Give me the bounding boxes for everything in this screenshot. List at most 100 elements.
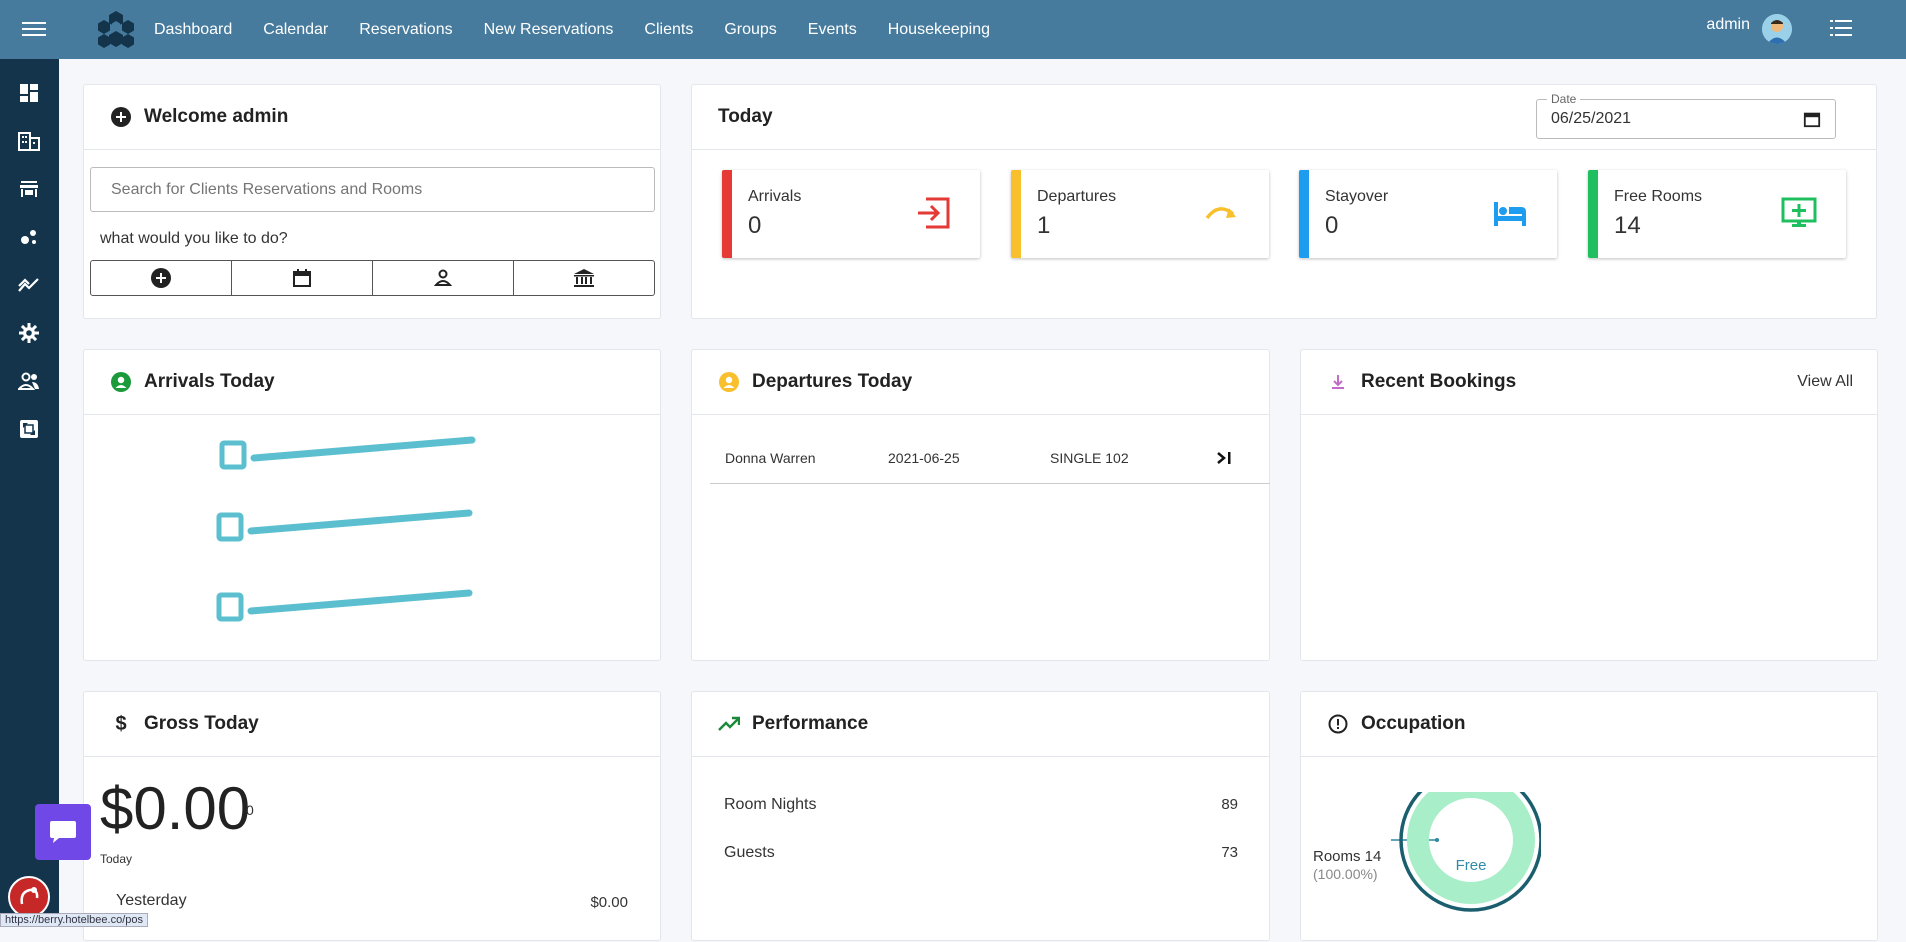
departure-guest-name: Donna Warren [725, 450, 816, 466]
today-card: Today Date 06/25/2021 Arrivals 0 Departu… [691, 84, 1877, 319]
stat-departures-value: 1 [1037, 212, 1051, 239]
chat-bubble-icon [50, 821, 76, 843]
nav-reservations[interactable]: Reservations [359, 20, 453, 38]
main-nav: Dashboard Calendar Reservations New Rese… [154, 0, 1021, 59]
perf-guests-label: Guests [724, 844, 775, 861]
stat-departures[interactable]: Departures 1 [1011, 170, 1269, 258]
menu-icon[interactable] [22, 18, 46, 38]
departures-today-card: Departures Today Donna Warren 2021-06-25… [691, 349, 1270, 661]
user-name[interactable]: admin [1706, 16, 1750, 33]
recent-bookings-header: Recent Bookings View All [1301, 350, 1877, 415]
search-input[interactable] [90, 167, 655, 212]
departure-date: 2021-06-25 [888, 450, 960, 466]
dashboard-icon[interactable] [16, 80, 42, 106]
stat-free-rooms-label: Free Rooms [1614, 188, 1703, 205]
today-header: Today Date 06/25/2021 [692, 85, 1876, 150]
stat-arrivals-bar [722, 170, 732, 258]
store-icon[interactable] [16, 176, 42, 202]
nav-calendar[interactable]: Calendar [263, 20, 329, 38]
stat-free-rooms[interactable]: Free Rooms 14 [1588, 170, 1846, 258]
today-title: Today [718, 106, 773, 127]
user-circle-icon [718, 371, 740, 393]
stat-arrivals[interactable]: Arrivals 0 [722, 170, 980, 258]
performance-card: Performance Room Nights 89 Guests 73 [691, 691, 1270, 941]
nav-clients[interactable]: Clients [644, 20, 694, 38]
avatar[interactable] [1762, 14, 1792, 44]
status-bar-url: https://berry.hotelbee.co/pos [0, 913, 148, 927]
departure-room: SINGLE 102 [1050, 450, 1129, 466]
list-menu-icon[interactable] [1830, 18, 1852, 38]
gross-amount: $0.00 [100, 775, 251, 842]
nav-groups[interactable]: Groups [724, 20, 777, 38]
expand-icon[interactable] [16, 416, 42, 442]
dollar-icon: $ [115, 712, 127, 735]
welcome-prompt: what would you like to do? [100, 230, 288, 247]
performance-title: Performance [752, 713, 869, 734]
gear-icon[interactable] [16, 320, 42, 346]
building-icon[interactable] [16, 128, 42, 154]
recent-bookings-card: Recent Bookings View All [1300, 349, 1878, 661]
person-icon [433, 269, 453, 286]
performance-header: Performance [692, 692, 1269, 757]
list-item: Guests 73 [724, 844, 1238, 862]
date-value: 06/25/2021 [1551, 110, 1632, 127]
alert-circle-icon [1327, 713, 1349, 735]
clients-button[interactable] [373, 261, 514, 295]
add-circle-icon [110, 106, 132, 128]
notification-badge-icon[interactable] [8, 876, 50, 918]
chat-button[interactable] [35, 804, 91, 860]
occupation-legend-pct: (100.00%) [1313, 866, 1378, 882]
arrivals-today-title: Arrivals Today [144, 371, 275, 392]
arrivals-today-card: Arrivals Today [83, 349, 661, 661]
occupation-donut-chart [1391, 792, 1541, 912]
welcome-card: Welcome admin what would you like to do? [83, 84, 661, 319]
bank-button[interactable] [514, 261, 654, 295]
departures-today-header: Departures Today [692, 350, 1269, 415]
user-avatar-icon [1762, 14, 1792, 44]
download-icon [1327, 371, 1349, 393]
date-field[interactable]: Date 06/25/2021 [1536, 92, 1836, 139]
users-icon[interactable] [16, 368, 42, 394]
gross-amount-caption: Today [100, 852, 133, 866]
new-reservation-button[interactable] [91, 261, 232, 295]
bubbles-icon[interactable] [16, 224, 42, 250]
occupation-title: Occupation [1361, 713, 1466, 734]
redo-arrow-icon [1205, 207, 1236, 220]
perf-guests-value: 73 [1221, 844, 1238, 861]
nav-events[interactable]: Events [807, 20, 857, 38]
stat-stayover-label: Stayover [1325, 188, 1389, 205]
nav-dashboard[interactable]: Dashboard [154, 20, 233, 38]
trending-up-icon [718, 713, 740, 735]
recent-bookings-title: Recent Bookings [1361, 371, 1517, 392]
list-item: Room Nights 89 [724, 796, 1238, 814]
gross-today-card: $ Gross Today $0.00 0 Today Yesterday $0… [83, 691, 661, 941]
yesterday-label: Yesterday [116, 892, 187, 909]
calendar-icon[interactable] [1803, 110, 1821, 128]
trending-icon[interactable] [16, 272, 42, 298]
date-label: Date [1547, 92, 1581, 106]
table-row[interactable]: Donna Warren 2021-06-25 SINGLE 102 [710, 424, 1270, 484]
departures-today-title: Departures Today [752, 371, 913, 392]
add-circle-icon [151, 268, 171, 288]
nav-housekeeping[interactable]: Housekeeping [887, 20, 991, 38]
login-icon [918, 197, 950, 229]
occupation-card: Occupation Rooms 14 (100.00%) Free [1300, 691, 1878, 941]
bank-icon [574, 269, 594, 287]
view-all-link[interactable]: View All [1797, 373, 1853, 390]
checkout-icon[interactable] [1216, 450, 1234, 466]
quick-actions [90, 260, 655, 296]
gross-amount-suffix: 0 [246, 802, 254, 818]
occupation-center-label: Free [1455, 857, 1487, 874]
empty-checklist-illustration [216, 436, 476, 622]
stat-stayover[interactable]: Stayover 0 [1299, 170, 1557, 258]
nav-new-reservations[interactable]: New Reservations [483, 20, 614, 38]
stat-arrivals-value: 0 [748, 212, 762, 239]
stat-arrivals-label: Arrivals [748, 188, 802, 205]
stat-stayover-value: 0 [1325, 212, 1339, 239]
hotelbee-logo-icon[interactable] [94, 7, 138, 51]
arrivals-today-header: Arrivals Today [84, 350, 660, 415]
stat-free-rooms-bar [1588, 170, 1598, 258]
bed-icon [1494, 202, 1526, 226]
gross-today-header: $ Gross Today [84, 692, 660, 757]
calendar-button[interactable] [232, 261, 373, 295]
